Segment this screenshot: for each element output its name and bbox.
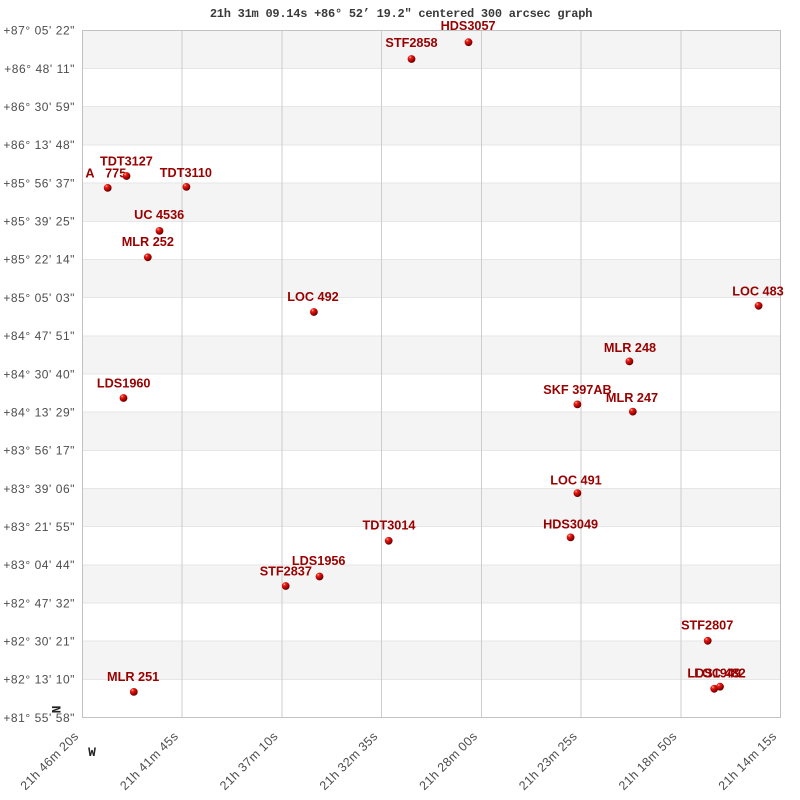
svg-text:HDS3057: HDS3057 — [441, 19, 496, 33]
svg-text:+84° 47' 51": +84° 47' 51" — [3, 329, 75, 343]
svg-text:TDT3127: TDT3127 — [100, 154, 153, 168]
svg-text:LOC 483: LOC 483 — [732, 284, 783, 298]
svg-text:+81° 55' 58": +81° 55' 58" — [3, 711, 75, 725]
svg-text:+85° 56' 37": +85° 56' 37" — [3, 176, 75, 190]
svg-text:MLR 247: MLR 247 — [606, 391, 658, 405]
svg-text:HDS3049: HDS3049 — [543, 518, 598, 532]
svg-text:LDS1949: LDS1949 — [687, 667, 741, 681]
svg-text:LOC 491: LOC 491 — [550, 474, 601, 488]
svg-text:STF2837: STF2837 — [260, 565, 312, 579]
svg-text:+83° 39' 06": +83° 39' 06" — [3, 482, 75, 496]
svg-text:+82° 13' 10": +82° 13' 10" — [3, 673, 75, 687]
svg-text:LDS1960: LDS1960 — [97, 376, 151, 390]
svg-text:N: N — [50, 706, 65, 714]
svg-text:+84° 30' 40": +84° 30' 40" — [3, 367, 75, 381]
svg-text:STF2858: STF2858 — [385, 36, 437, 50]
svg-text:STF2807: STF2807 — [681, 618, 733, 632]
svg-text:+87° 05' 22": +87° 05' 22" — [3, 24, 75, 38]
svg-text:MLR 248: MLR 248 — [604, 341, 656, 355]
svg-text:LOC 492: LOC 492 — [287, 290, 338, 304]
svg-text:TDT3014: TDT3014 — [363, 519, 416, 533]
svg-text:+82° 47' 32": +82° 47' 32" — [3, 596, 75, 610]
svg-text:MLR 251: MLR 251 — [107, 670, 159, 684]
svg-text:+86° 30' 59": +86° 30' 59" — [3, 100, 75, 114]
svg-text:+85° 22' 14": +85° 22' 14" — [3, 253, 75, 267]
svg-text:+85° 39' 25": +85° 39' 25" — [3, 215, 75, 229]
svg-text:A 775: A 775 — [85, 167, 126, 181]
svg-text:+85° 05' 03": +85° 05' 03" — [3, 291, 75, 305]
svg-text:+82° 30' 21": +82° 30' 21" — [3, 634, 75, 648]
svg-text:+83° 04' 44": +83° 04' 44" — [3, 558, 75, 572]
svg-text:+83° 21' 55": +83° 21' 55" — [3, 520, 75, 534]
svg-text:+83° 56' 17": +83° 56' 17" — [3, 444, 75, 458]
svg-text:LDS1956: LDS1956 — [292, 554, 346, 568]
svg-text:+86° 48' 11": +86° 48' 11" — [4, 62, 75, 76]
svg-text:21h 31m 09.14s +86° 52’ 19.2": 21h 31m 09.14s +86° 52’ 19.2" centered 3… — [210, 7, 592, 21]
svg-text:+84° 13' 29": +84° 13' 29" — [3, 405, 75, 419]
svg-text:MLR 252: MLR 252 — [122, 235, 174, 249]
svg-text:SKF 397AB: SKF 397AB — [543, 383, 611, 397]
svg-text:LOC 482: LOC 482 — [694, 666, 745, 680]
svg-text:UC 4536: UC 4536 — [134, 208, 184, 222]
svg-text:W: W — [88, 745, 96, 760]
svg-text:TDT3110: TDT3110 — [160, 166, 212, 180]
svg-text:+86° 13' 48": +86° 13' 48" — [3, 138, 75, 152]
